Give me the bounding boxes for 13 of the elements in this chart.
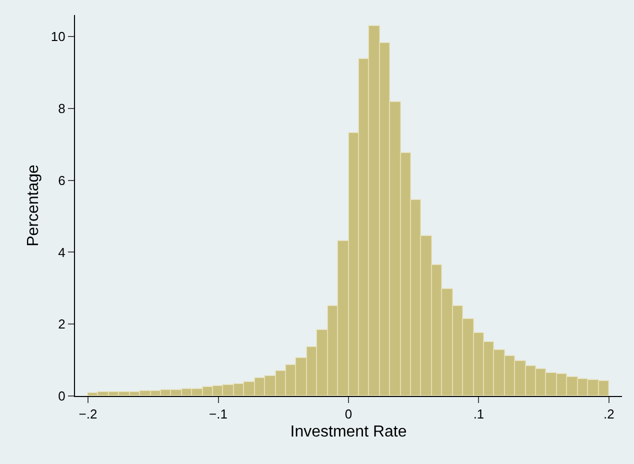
x-tick-label: −.1 <box>209 406 228 422</box>
y-tick-label: 10 <box>50 29 66 44</box>
y-tick-label: 4 <box>58 244 66 260</box>
y-tick-label: 8 <box>58 101 66 116</box>
x-axis-title: Investment Rate <box>290 423 407 440</box>
y-tick-label: 2 <box>58 316 66 332</box>
x-tick-label: 0 <box>344 406 352 422</box>
y-tick-label: 6 <box>58 172 66 188</box>
y-tick-label: 0 <box>58 388 66 404</box>
x-tick-label: .2 <box>604 406 614 422</box>
y-axis-title: Percentage <box>24 164 42 246</box>
x-tick-label: −.2 <box>78 406 98 422</box>
x-tick-label: .1 <box>473 406 484 422</box>
